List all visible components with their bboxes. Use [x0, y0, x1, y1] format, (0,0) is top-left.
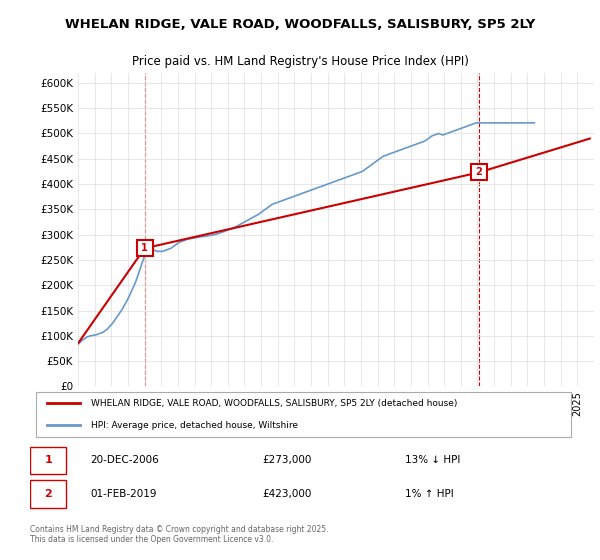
Text: 2: 2 — [475, 167, 482, 178]
Text: 01-FEB-2019: 01-FEB-2019 — [91, 489, 157, 499]
Text: 1: 1 — [44, 455, 52, 465]
Text: 20-DEC-2006: 20-DEC-2006 — [91, 455, 160, 465]
FancyBboxPatch shape — [30, 480, 66, 508]
Text: WHELAN RIDGE, VALE ROAD, WOODFALLS, SALISBURY, SP5 2LY: WHELAN RIDGE, VALE ROAD, WOODFALLS, SALI… — [65, 18, 535, 31]
Text: 1% ↑ HPI: 1% ↑ HPI — [406, 489, 454, 499]
Text: Contains HM Land Registry data © Crown copyright and database right 2025.
This d: Contains HM Land Registry data © Crown c… — [30, 525, 329, 544]
Text: WHELAN RIDGE, VALE ROAD, WOODFALLS, SALISBURY, SP5 2LY (detached house): WHELAN RIDGE, VALE ROAD, WOODFALLS, SALI… — [91, 399, 457, 408]
Text: 13% ↓ HPI: 13% ↓ HPI — [406, 455, 461, 465]
Text: £423,000: £423,000 — [262, 489, 311, 499]
FancyBboxPatch shape — [30, 447, 66, 474]
Text: Price paid vs. HM Land Registry's House Price Index (HPI): Price paid vs. HM Land Registry's House … — [131, 55, 469, 68]
Text: 1: 1 — [141, 243, 148, 253]
Text: £273,000: £273,000 — [262, 455, 311, 465]
Text: HPI: Average price, detached house, Wiltshire: HPI: Average price, detached house, Wilt… — [91, 421, 298, 430]
Text: 2: 2 — [44, 489, 52, 499]
FancyBboxPatch shape — [35, 392, 571, 437]
